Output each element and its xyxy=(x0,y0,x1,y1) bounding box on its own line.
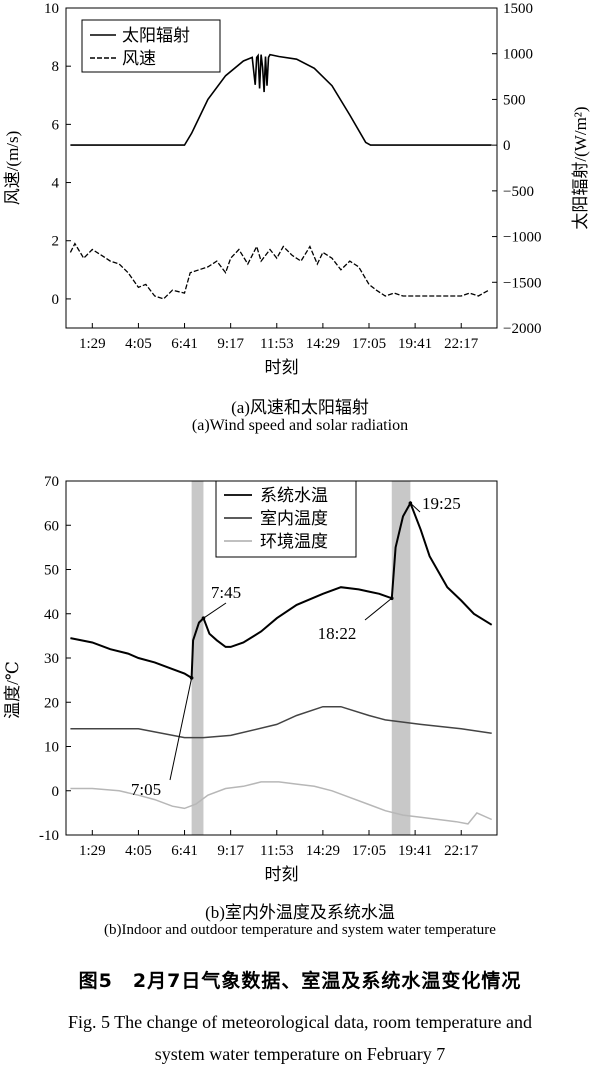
annotation-arrowhead xyxy=(201,616,206,620)
plot-frame xyxy=(65,7,498,329)
x-tick-label: 9:17 xyxy=(217,843,244,859)
legend-box xyxy=(81,19,221,73)
x-tick-label: 9:17 xyxy=(217,336,244,352)
y2-tick-label: 1000 xyxy=(503,47,533,63)
x-tick-label: 4:05 xyxy=(125,336,152,352)
y2-tick-label: −1500 xyxy=(503,275,541,291)
legend-label-wind: 风速 xyxy=(122,49,156,68)
annotation-label: 7:05 xyxy=(131,780,161,799)
y-tick-label: 20 xyxy=(44,695,59,711)
legend-label: 室内温度 xyxy=(260,509,328,528)
x-tick-label: 4:05 xyxy=(125,843,152,859)
y-tick-label: 2 xyxy=(52,234,60,250)
figure-caption-en-2: system water temperature on February 7 xyxy=(154,1044,446,1064)
x-tick-label: 22:17 xyxy=(444,843,479,859)
x-axis-label: 时刻 xyxy=(265,865,299,884)
annotation-arrowhead xyxy=(408,501,413,505)
annotation-arrow xyxy=(364,597,393,621)
x-axis-label: 时刻 xyxy=(265,358,299,377)
annotation-label: 7:45 xyxy=(211,583,241,602)
caption-b-en: (b)Indoor and outdoor temperature and sy… xyxy=(104,922,496,938)
y-tick-label: 6 xyxy=(52,117,60,133)
annotation-arrow xyxy=(203,602,227,619)
x-tick-label: 19:41 xyxy=(398,336,432,352)
y2-tick-label: −500 xyxy=(503,184,534,200)
y-axis-label: 温度/℃ xyxy=(3,661,22,719)
x-tick-label: 17:05 xyxy=(352,336,386,352)
x-tick-label: 22:17 xyxy=(444,336,479,352)
legend-box xyxy=(215,480,357,558)
x-tick-label: 6:41 xyxy=(171,843,198,859)
y-tick-label: 40 xyxy=(44,607,59,623)
y-axis-label: 风速/(m/s) xyxy=(3,131,22,206)
x-tick-label: 17:05 xyxy=(352,843,386,859)
x-tick-label: 11:53 xyxy=(260,843,294,859)
y2-tick-label: −2000 xyxy=(503,321,541,337)
y-tick-label: 70 xyxy=(44,474,59,490)
y-tick-label: 50 xyxy=(44,563,59,579)
chart-temperature: 1:29 4:05 6:41 9:17 11:53 14:29 17:05 19:41 22:1… xyxy=(3,474,498,884)
series-wind-line xyxy=(69,242,490,300)
x-tick-label: 11:53 xyxy=(260,336,294,352)
legend-label: 系统水温 xyxy=(260,486,328,505)
caption-a-cn: (a)风速和太阳辐射 xyxy=(231,398,369,417)
y2-tick-label: 1500 xyxy=(503,1,533,17)
legend-label-solar: 太阳辐射 xyxy=(122,26,190,45)
x-tick-label: 1:29 xyxy=(79,336,106,352)
annotation-arrow xyxy=(410,502,421,513)
y-tick-label: 8 xyxy=(52,59,60,75)
y2-tick-label: 500 xyxy=(503,92,526,108)
y-tick-label: 4 xyxy=(52,176,60,192)
chart-wind-solar: 1:29 4:05 6:41 9:17 11:53 14:29 17:05 19:41 22:1… xyxy=(3,1,590,377)
annotation-arrowhead xyxy=(389,596,394,601)
y-tick-label: 0 xyxy=(52,292,60,308)
y2-tick-label: −1000 xyxy=(503,230,541,246)
x-tick-label: 14:29 xyxy=(306,336,340,352)
y-tick-label: 0 xyxy=(52,784,60,800)
shaded-period xyxy=(191,481,204,835)
annotation-label: 18:22 xyxy=(318,624,357,643)
y-tick-label: 10 xyxy=(44,1,59,17)
x-tick-label: 14:29 xyxy=(306,843,340,859)
shaded-period xyxy=(391,481,411,835)
series-line xyxy=(70,781,493,825)
x-tick-label: 6:41 xyxy=(171,336,198,352)
figure-caption-cn: 图5 2月7日气象数据、室温及系统水温变化情况 xyxy=(78,970,522,992)
x-tick-label: 19:41 xyxy=(398,843,432,859)
y2-tick-label: 0 xyxy=(503,138,511,154)
series-line xyxy=(70,705,492,739)
series-solar-line xyxy=(70,53,492,146)
series-line xyxy=(70,500,493,680)
legend-label: 环境温度 xyxy=(260,532,328,551)
x-tick-label: 1:29 xyxy=(79,843,106,859)
y-tick-label: 60 xyxy=(44,518,59,534)
caption-a-en: (a)Wind speed and solar radiation xyxy=(191,417,409,434)
annotation-label: 19:25 xyxy=(422,494,461,513)
figure-caption-en-1: Fig. 5 The change of meteorological data… xyxy=(67,1012,532,1032)
annotation-arrowhead xyxy=(189,676,194,680)
y-tick-label: -10 xyxy=(39,828,59,844)
y-tick-label: 30 xyxy=(44,651,59,667)
y2-axis-label: 太阳辐射/(W/m²) xyxy=(571,106,590,229)
y-tick-label: 10 xyxy=(44,740,59,756)
caption-b-cn: (b)室内外温度及系统水温 xyxy=(205,903,395,922)
annotation-arrow xyxy=(169,677,193,781)
